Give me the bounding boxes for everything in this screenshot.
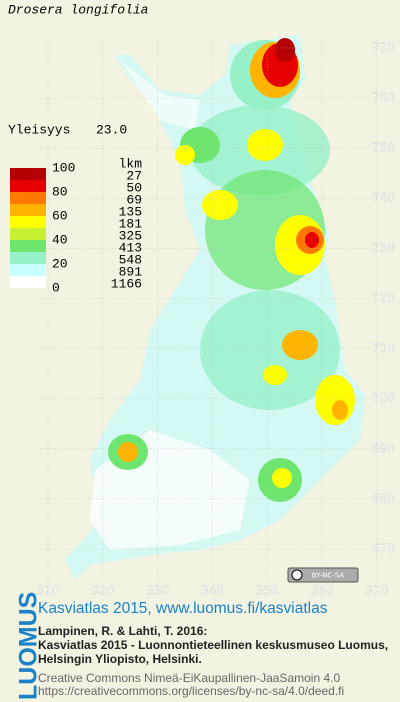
count-header: lkm (119, 156, 143, 171)
scale-label: 100 (52, 160, 75, 175)
frequency-label: Yleisyys (8, 122, 70, 137)
legend-swatch (10, 192, 46, 204)
legend-swatch (10, 216, 46, 228)
x-tick-label: 310 (37, 584, 60, 598)
legend-swatch (10, 228, 46, 240)
y-tick-label: 740 (372, 191, 395, 205)
license-line: Creative Commons Nimeä-EiKaupallinen-Jaa… (38, 671, 340, 685)
count-label: 891 (119, 264, 143, 279)
scale-label: 20 (52, 256, 68, 271)
y-tick-label: 720 (372, 291, 395, 305)
x-tick-label: 370 (365, 584, 388, 598)
hotspots (108, 38, 355, 502)
x-tick-label: 320 (91, 584, 114, 598)
y-tick-label: 700 (372, 391, 395, 405)
count-label: 135 (119, 204, 142, 219)
citation-line: Helsingin Yliopisto, Helsinki. (38, 652, 202, 666)
count-label: 548 (119, 252, 142, 267)
y-tick-label: 770 (372, 41, 395, 55)
badge-text: BY-NC-SA (312, 572, 345, 580)
y-tick-label: 670 (372, 542, 395, 556)
legend-swatch (10, 204, 46, 216)
legend-swatch (10, 240, 46, 252)
map (65, 35, 365, 580)
legend-swatch (10, 264, 46, 276)
y-tick-label: 690 (372, 441, 395, 455)
scale-label: 80 (52, 184, 68, 199)
y-tick-label: 730 (372, 241, 395, 255)
count-label: 50 (126, 180, 142, 195)
citation-line: Lampinen, R. & Lahti, T. 2016: (38, 624, 207, 638)
x-tick-label: 330 (146, 584, 169, 598)
legend-swatch (10, 276, 46, 288)
y-tick-label: 750 (372, 141, 395, 155)
species-title: Drosera longifolia (8, 2, 148, 17)
count-label: 69 (126, 192, 142, 207)
legend-swatch (10, 180, 46, 192)
legend-swatch (10, 252, 46, 264)
count-label: 413 (119, 240, 142, 255)
footer: Lampinen, R. & Lahti, T. 2016:Kasviatlas… (38, 624, 388, 698)
sparse-area (120, 60, 200, 130)
license-badge: BY-NC-SA (287, 567, 359, 583)
headline: Kasviatlas 2015, www.luomus.fi/kasviatla… (38, 600, 328, 617)
x-tick-label: 340 (201, 584, 224, 598)
count-label: 181 (119, 216, 143, 231)
x-tick-label: 350 (256, 584, 279, 598)
legend-swatch (10, 168, 46, 180)
count-label: 1166 (111, 276, 142, 291)
license-line: https://creativecommons.org/licenses/by-… (38, 684, 344, 698)
y-tick-label: 760 (372, 91, 395, 105)
logo: LUOMUS (15, 592, 43, 700)
y-tick-label: 710 (372, 341, 395, 355)
frequency-value: 23.0 (96, 122, 127, 137)
y-tick-label: 680 (372, 491, 395, 505)
scale-label: 0 (52, 280, 60, 295)
x-tick-label: 360 (311, 584, 334, 598)
citation-line: Kasviatlas 2015 - Luonnontieteellinen ke… (38, 638, 388, 652)
count-label: 325 (119, 228, 142, 243)
count-label: 27 (126, 168, 142, 183)
scale-label: 60 (52, 208, 68, 223)
scale-label: 40 (52, 232, 68, 247)
